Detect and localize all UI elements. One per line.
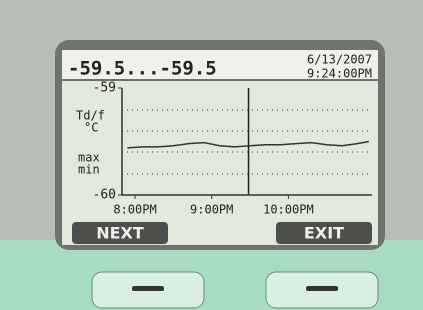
next-label[interactable]: NEXT — [96, 224, 144, 243]
button-slot — [306, 286, 338, 291]
exit-label[interactable]: EXIT — [304, 224, 344, 243]
x-tick-label: 10:00PM — [263, 203, 314, 217]
time: 9:24:00PM — [307, 67, 372, 81]
page: {"chart_data": {"type": "line", "header"… — [0, 0, 423, 310]
range-readout: -59.5...-59.5 — [68, 58, 217, 80]
x-tick-label: 8:00PM — [113, 203, 156, 217]
y-tick-label: -60 — [93, 188, 116, 203]
button-slot — [132, 286, 164, 291]
device-photo: -59.5...-59.5 6/13/2007 9:24:00PM Td/f °… — [0, 0, 423, 310]
date: 6/13/2007 — [307, 53, 372, 67]
series-label: min — [78, 163, 100, 177]
y-label: °C — [84, 121, 98, 135]
y-tick-label: -59 — [93, 81, 116, 96]
x-tick-label: 9:00PM — [190, 203, 233, 217]
